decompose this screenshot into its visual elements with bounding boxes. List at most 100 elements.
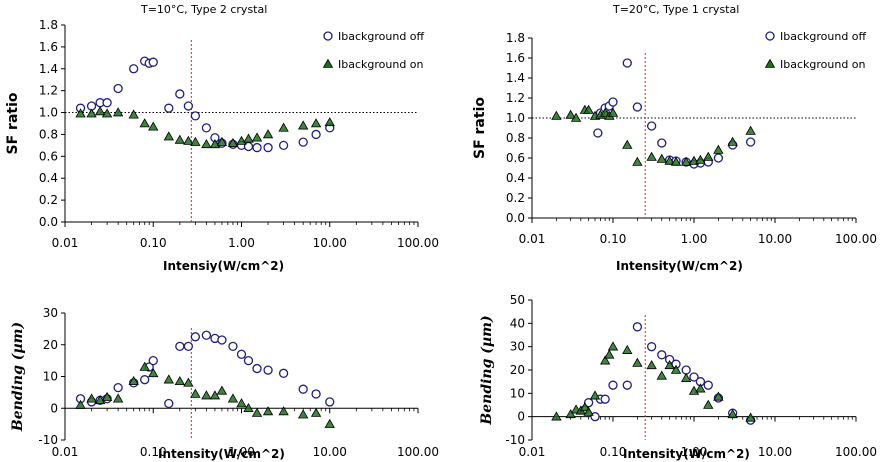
chart-title: T=20°C, Type 1 crystal <box>612 3 739 16</box>
y-tick-label: 1.0 <box>39 106 58 120</box>
x-axis-label: Intensiy(W/cm^2) <box>163 259 284 273</box>
marker-triangle <box>86 393 97 403</box>
marker-triangle <box>201 138 212 149</box>
marker-triangle <box>278 122 289 132</box>
marker-triangle <box>324 418 335 428</box>
marker-triangle <box>727 136 738 146</box>
x-tick-label: 10.00 <box>313 236 347 250</box>
y-axis-label: SF ratio <box>5 92 21 154</box>
marker-triangle <box>163 131 174 141</box>
marker-triangle <box>703 399 714 409</box>
legend-label-on: Ibackground on <box>338 58 424 71</box>
marker-triangle <box>703 151 714 161</box>
legend-label-off: Ibackground off <box>338 30 425 43</box>
marker-circle <box>646 121 657 131</box>
marker-triangle <box>656 153 667 163</box>
x-tick-label: 100.00 <box>835 232 877 246</box>
x-tick-label: 100.00 <box>397 445 439 459</box>
marker-circle <box>201 123 212 133</box>
y-tick-label: 40 <box>510 316 525 330</box>
marker-triangle <box>695 154 706 164</box>
y-tick-label: 1.2 <box>506 91 525 105</box>
legend-label-off: Ibackground off <box>780 30 867 43</box>
marker-triangle <box>183 377 194 387</box>
marker-circle <box>298 137 308 147</box>
marker-triangle <box>604 349 615 359</box>
x-tick-label: 0.10 <box>600 232 627 246</box>
marker-triangle <box>183 135 194 145</box>
x-axis-label: Intensity(W/cm^2) <box>158 447 285 461</box>
marker-circle <box>263 365 273 375</box>
marker-triangle <box>201 390 212 400</box>
y-tick-label: 20 <box>510 363 525 377</box>
marker-circle <box>243 355 254 366</box>
marker-circle <box>140 375 150 385</box>
marker-circle <box>252 142 262 153</box>
marker-triangle <box>310 118 322 128</box>
y-tick-label: 0.2 <box>39 193 58 207</box>
x-tick-label: 1.00 <box>228 236 255 250</box>
y-tick-label: 1.0 <box>506 111 525 125</box>
marker-circle <box>175 341 185 351</box>
marker-triangle <box>227 393 239 403</box>
marker-triangle <box>670 156 682 166</box>
marker-triangle <box>664 360 675 370</box>
marker-circle <box>148 57 158 67</box>
x-tick-label: 1.00 <box>228 445 255 459</box>
marker-circle <box>311 129 321 140</box>
marker-circle <box>113 382 123 393</box>
marker-triangle <box>599 355 611 365</box>
marker-triangle <box>565 109 576 119</box>
marker-circle <box>325 397 335 407</box>
marker-triangle <box>551 411 562 421</box>
marker-triangle <box>551 110 562 120</box>
x-axis-label: Intensity(W/cm^2) <box>623 447 750 461</box>
marker-triangle <box>664 155 675 165</box>
x-tick-label: 0.01 <box>52 236 79 250</box>
marker-triangle <box>112 107 124 117</box>
x-tick-label: 0.10 <box>600 445 627 459</box>
marker-triangle <box>148 121 159 131</box>
marker-circle <box>298 384 308 394</box>
y-tick-label: 0.4 <box>506 171 525 185</box>
marker-circle <box>311 389 321 399</box>
marker-triangle <box>713 144 724 154</box>
x-tick-label: 0.01 <box>52 445 79 459</box>
marker-circle <box>689 372 699 382</box>
marker-triangle <box>163 374 174 384</box>
marker-triangle <box>86 108 97 118</box>
legend-marker-circle <box>323 31 333 41</box>
x-tick-label: 10.00 <box>758 232 792 246</box>
x-tick-label: 0.10 <box>140 236 167 250</box>
y-tick-label: 1.8 <box>506 31 525 45</box>
marker-circle <box>129 64 139 74</box>
marker-circle <box>263 142 273 153</box>
marker-circle <box>228 341 238 351</box>
y-tick-label: 0.2 <box>506 191 525 205</box>
marker-triangle <box>646 360 657 370</box>
y-tick-label: 1.6 <box>506 51 525 65</box>
marker-circle <box>608 380 618 390</box>
marker-circle <box>113 83 123 94</box>
marker-circle <box>236 349 247 359</box>
x-tick-label: 0.01 <box>519 445 546 459</box>
legend-marker-triangle <box>764 58 776 68</box>
marker-circle <box>646 342 657 352</box>
marker-triangle <box>236 398 247 408</box>
marker-circle <box>600 394 610 404</box>
marker-triangle <box>727 409 738 419</box>
marker-circle <box>608 97 618 107</box>
x-tick-label: 10.00 <box>313 445 347 459</box>
marker-circle <box>183 101 194 111</box>
marker-circle <box>183 341 194 351</box>
marker-triangle <box>75 399 86 409</box>
marker-circle <box>201 330 212 340</box>
y-tick-label: 0.4 <box>39 171 58 185</box>
y-tick-label: 20 <box>43 338 58 352</box>
marker-circle <box>175 89 185 99</box>
marker-triangle <box>262 129 274 139</box>
chart-sf-ratio-right: T=20°C, Type 1 crystal Intensity(W/cm^2)… <box>472 3 877 273</box>
marker-triangle <box>94 395 106 405</box>
marker-triangle <box>216 385 228 395</box>
legend-marker-circle <box>765 31 775 41</box>
